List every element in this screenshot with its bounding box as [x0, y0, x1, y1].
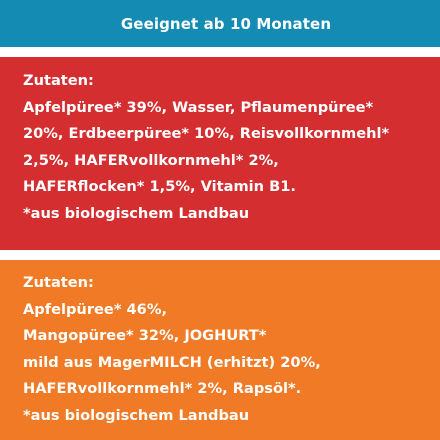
divider	[0, 250, 440, 260]
divider	[0, 47, 440, 57]
ingredients-panel-red: Zutaten: Apfelpüree* 39%, Wasser, Pflaum…	[0, 57, 440, 250]
ingredients-panel-orange: Zutaten: Apfelpüree* 46%, Mangopüree* 32…	[0, 260, 440, 440]
ingredients-line: mild aus MagerMILCH (erhitzt) 20%,	[23, 353, 321, 371]
ingredients-line: Apfelpüree* 46%,	[23, 300, 168, 318]
ingredients-line: HAFERvollkornmehl* 2%, Rapsöl*.	[23, 380, 302, 397]
age-recommendation-banner: Geeignet ab 10 Monaten	[0, 0, 440, 47]
ingredients-line: Apfelpüree* 39%, Wasser, Pflaumenpüree*	[23, 98, 374, 116]
ingredients-line: 2,5%, HAFERvollkornmehl* 2%,	[23, 151, 279, 169]
ingredients-line: Mangopüree* 32%, JOGHURT*	[23, 327, 267, 344]
ingredients-line: 20%, Erdbeerpüree* 10%, Reisvollkornmehl…	[23, 125, 390, 142]
organic-footnote: *aus biologischem Landbau	[23, 204, 250, 222]
ingredients-heading: Zutaten:	[23, 274, 94, 291]
age-recommendation-text: Geeignet ab 10 Monaten	[120, 14, 332, 33]
ingredients-heading: Zutaten:	[23, 72, 94, 89]
ingredients-line: HAFERflocken* 1,5%, Vitamin B1.	[23, 178, 296, 195]
organic-footnote: *aus biologischem Landbau	[23, 406, 250, 424]
